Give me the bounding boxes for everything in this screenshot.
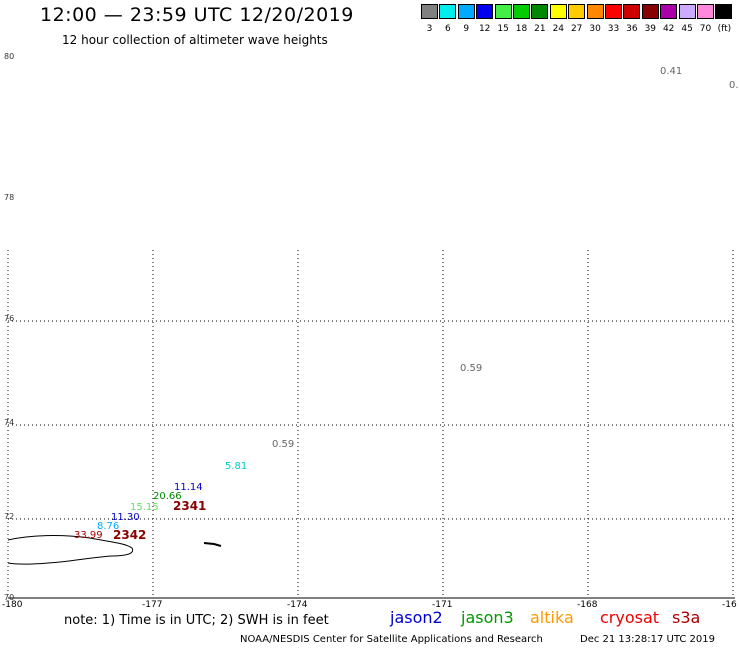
satellite-cryosat: cryosat <box>600 608 660 627</box>
page-subtitle: 12 hour collection of altimeter wave hei… <box>62 33 328 47</box>
lat-label-72: 72 <box>4 512 15 521</box>
legend-label: 39 <box>644 24 657 34</box>
legend-swatch <box>549 4 567 19</box>
page-title: 12:00 — 23:59 UTC 12/20/2019 <box>40 4 354 26</box>
graticule <box>7 250 735 598</box>
satellite-s3a: s3a <box>672 608 701 627</box>
legend-label: 3 <box>426 24 433 34</box>
lon-label-180: -180 <box>2 600 23 610</box>
units-note: note: 1) Time is in UTC; 2) SWH is in fe… <box>64 613 329 628</box>
legend-swatch <box>494 4 512 19</box>
legend-swatch <box>531 4 549 19</box>
generated-timestamp: Dec 21 13:28:17 UTC 2019 <box>580 634 715 645</box>
legend-label: 36 <box>626 24 638 34</box>
lon-label-168: -168 <box>577 600 598 610</box>
wave-label: 11.14 <box>174 482 203 493</box>
wave-label: 33.99 <box>74 530 103 541</box>
legend-swatch <box>678 4 696 19</box>
legend-swatch <box>605 4 622 19</box>
lat-label-74: 74 <box>4 418 15 427</box>
wave-label: 8.76 <box>97 521 120 532</box>
legend-swatch <box>623 4 641 19</box>
legend-label: 6 <box>445 24 451 34</box>
legend-label: 27 <box>570 24 583 34</box>
coastline <box>7 535 222 565</box>
legend-swatch <box>513 4 530 19</box>
wave-label: 5.81 <box>225 461 248 472</box>
legend-unit: (ft) <box>717 24 732 34</box>
legend-label: 30 <box>589 24 601 34</box>
legend-label: 45 <box>681 24 693 34</box>
lat-label-76: 76 <box>4 314 15 323</box>
legend-label: 21 <box>534 24 546 34</box>
legend-swatch <box>421 4 438 19</box>
wave-label: 0. <box>729 80 739 91</box>
satellite-jason3: jason3 <box>461 608 514 627</box>
legend-label: 42 <box>662 24 675 34</box>
lat-label-70: 70 <box>4 593 15 602</box>
legend-swatch <box>715 4 733 19</box>
lon-label-177: -177 <box>142 600 163 610</box>
legend-label: 12 <box>478 24 491 34</box>
legend-swatch <box>476 4 494 19</box>
wave-label: 11.30 <box>111 512 140 523</box>
wave-label: 0.59 <box>460 363 483 374</box>
legend-swatch <box>697 4 714 19</box>
legend-label: 15 <box>497 24 509 34</box>
pass-time-label: 2342 <box>113 528 147 542</box>
lat-label-78: 78 <box>4 193 15 202</box>
legend-label: 24 <box>552 24 565 34</box>
wave-label: 15.15 <box>130 502 159 513</box>
legend-swatch <box>439 4 457 19</box>
legend-swatch <box>641 4 659 19</box>
legend-swatch <box>660 4 678 19</box>
legend-swatch <box>568 4 586 19</box>
satellite-jason2: jason2 <box>390 608 443 627</box>
lat-label-80: 80 <box>4 52 15 61</box>
legend-label: 70 <box>699 24 712 34</box>
lon-label-171: -171 <box>432 600 453 610</box>
pass-time-label: 2341 <box>173 499 207 513</box>
legend-label: 33 <box>607 24 620 34</box>
wave-label: 0.59 <box>272 439 295 450</box>
wave-label: 20.66 <box>153 491 182 502</box>
legend-swatch <box>457 4 475 19</box>
lon-label-165: -16 <box>722 600 737 610</box>
wave-label: 0.41 <box>660 66 683 77</box>
legend-label: 18 <box>515 24 528 34</box>
satellite-altika: altika <box>530 608 574 627</box>
legend-label: 9 <box>463 24 470 34</box>
color-legend: 3 6 9 12 15 18 21 24 27 30 33 36 39 42 45 70 (ft) <box>421 4 740 40</box>
credit-text: NOAA/NESDIS Center for Satellite Applica… <box>240 634 543 645</box>
lon-label-174: -174 <box>287 600 308 610</box>
legend-swatch <box>586 4 604 19</box>
